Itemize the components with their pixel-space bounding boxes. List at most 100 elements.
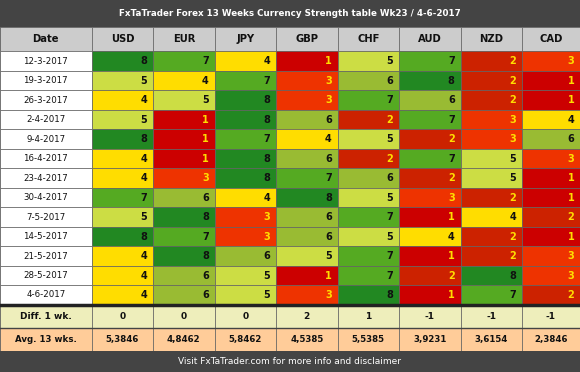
Text: 8: 8 [140,56,147,66]
Text: 7: 7 [263,76,270,86]
Text: 2: 2 [386,154,393,164]
Bar [399,227,461,246]
Text: 3: 3 [509,115,516,125]
Text: 9-4-2017: 9-4-2017 [26,135,66,144]
Text: 8: 8 [263,115,270,125]
Text: 5: 5 [386,193,393,203]
Bar [399,110,461,129]
Bar [215,266,276,285]
Bar [0,351,580,372]
Bar [0,27,92,51]
Text: 2: 2 [509,95,516,105]
Text: 1: 1 [448,251,455,261]
Text: 7: 7 [140,193,147,203]
Bar [153,246,215,266]
Bar [399,90,461,110]
Text: 1: 1 [202,115,209,125]
Text: 8: 8 [448,76,455,86]
Bar [522,110,580,129]
Bar [0,266,92,285]
Bar [461,305,522,328]
Text: 5: 5 [509,173,516,183]
Bar [0,149,92,169]
Text: 3: 3 [509,134,516,144]
Bar [0,207,92,227]
Text: 4: 4 [202,76,209,86]
Bar [0,90,92,110]
Bar [92,207,153,227]
Text: 5: 5 [263,290,270,300]
Bar [92,328,153,351]
Text: 7: 7 [448,154,455,164]
Bar [215,285,276,305]
Bar [153,328,215,351]
Text: 2: 2 [509,56,516,66]
Bar [276,27,338,51]
Text: 6: 6 [325,231,332,241]
Text: 7: 7 [509,290,516,300]
Text: 6: 6 [202,270,209,280]
Text: 5: 5 [509,154,516,164]
Text: 4: 4 [140,251,147,261]
Bar [338,129,399,149]
Bar [338,51,399,71]
Text: AUD: AUD [418,34,441,44]
Bar [276,227,338,246]
Bar [522,149,580,169]
Text: GBP: GBP [295,34,318,44]
Bar [461,51,522,71]
Text: 8: 8 [263,95,270,105]
Bar [153,207,215,227]
Bar [215,149,276,169]
Bar [338,285,399,305]
Bar [338,266,399,285]
Text: 2: 2 [567,212,574,222]
Text: 6: 6 [263,251,270,261]
Text: 4-6-2017: 4-6-2017 [26,291,66,299]
Text: 14-5-2017: 14-5-2017 [23,232,68,241]
Text: JPY: JPY [236,34,255,44]
Bar [461,328,522,351]
Bar [0,246,92,266]
Bar [461,71,522,90]
Bar [153,169,215,188]
Text: Avg. 13 wks.: Avg. 13 wks. [15,335,77,344]
Bar [276,110,338,129]
Bar [153,51,215,71]
Text: 7: 7 [386,95,393,105]
Text: 4: 4 [509,212,516,222]
Bar [92,71,153,90]
Text: Visit FxTaTrader.com for more info and disclaimer: Visit FxTaTrader.com for more info and d… [179,357,401,366]
Text: 5,5385: 5,5385 [352,335,385,344]
Text: 4: 4 [140,270,147,280]
Bar [399,149,461,169]
Text: 1: 1 [567,231,574,241]
Text: 2: 2 [448,270,455,280]
Text: 3,6154: 3,6154 [474,335,508,344]
Bar [338,149,399,169]
Bar [522,246,580,266]
Bar [338,246,399,266]
Text: 8: 8 [140,134,147,144]
Text: 6: 6 [325,154,332,164]
Bar [153,129,215,149]
Text: 6: 6 [202,290,209,300]
Text: 1: 1 [202,154,209,164]
Bar [276,266,338,285]
Bar [215,129,276,149]
Bar [399,51,461,71]
Text: 23-4-2017: 23-4-2017 [23,174,68,183]
Text: 5: 5 [386,231,393,241]
Bar [522,27,580,51]
Text: 1: 1 [448,290,455,300]
Text: 8: 8 [263,154,270,164]
Text: 3: 3 [325,290,332,300]
Text: Diff. 1 wk.: Diff. 1 wk. [20,312,72,321]
Text: 5: 5 [386,56,393,66]
Bar [215,169,276,188]
Bar [153,71,215,90]
Bar [92,149,153,169]
Text: 3: 3 [202,173,209,183]
Text: 7-5-2017: 7-5-2017 [26,212,66,222]
Bar [276,305,338,328]
